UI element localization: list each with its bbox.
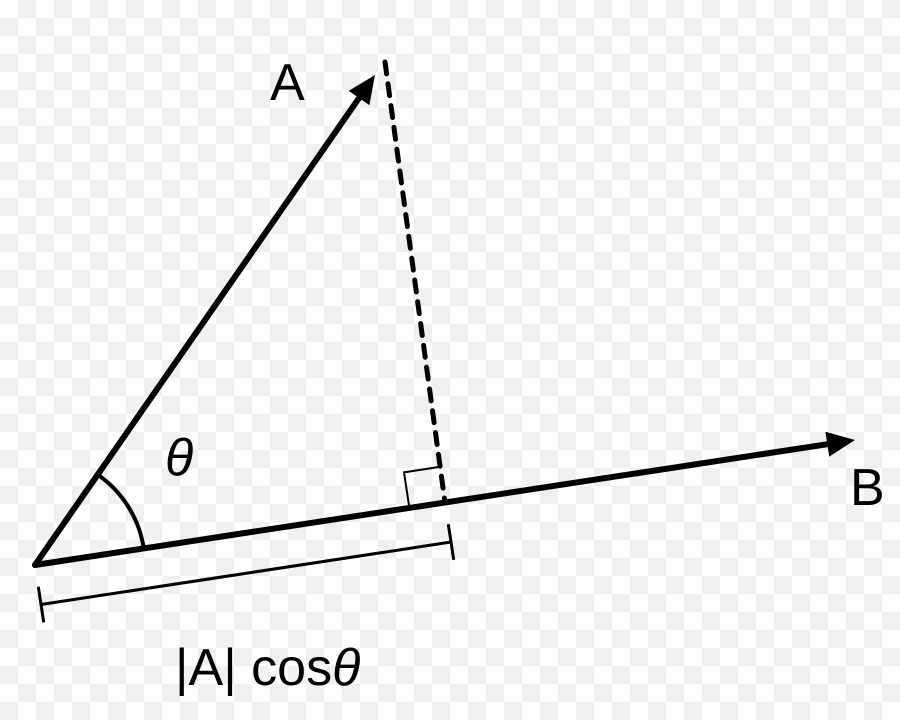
vector-b-label: B <box>850 459 885 517</box>
projection-label: |A| cosθ <box>175 639 360 697</box>
vector-a-label: A <box>270 54 305 112</box>
angle-theta-label: θ <box>165 429 193 487</box>
